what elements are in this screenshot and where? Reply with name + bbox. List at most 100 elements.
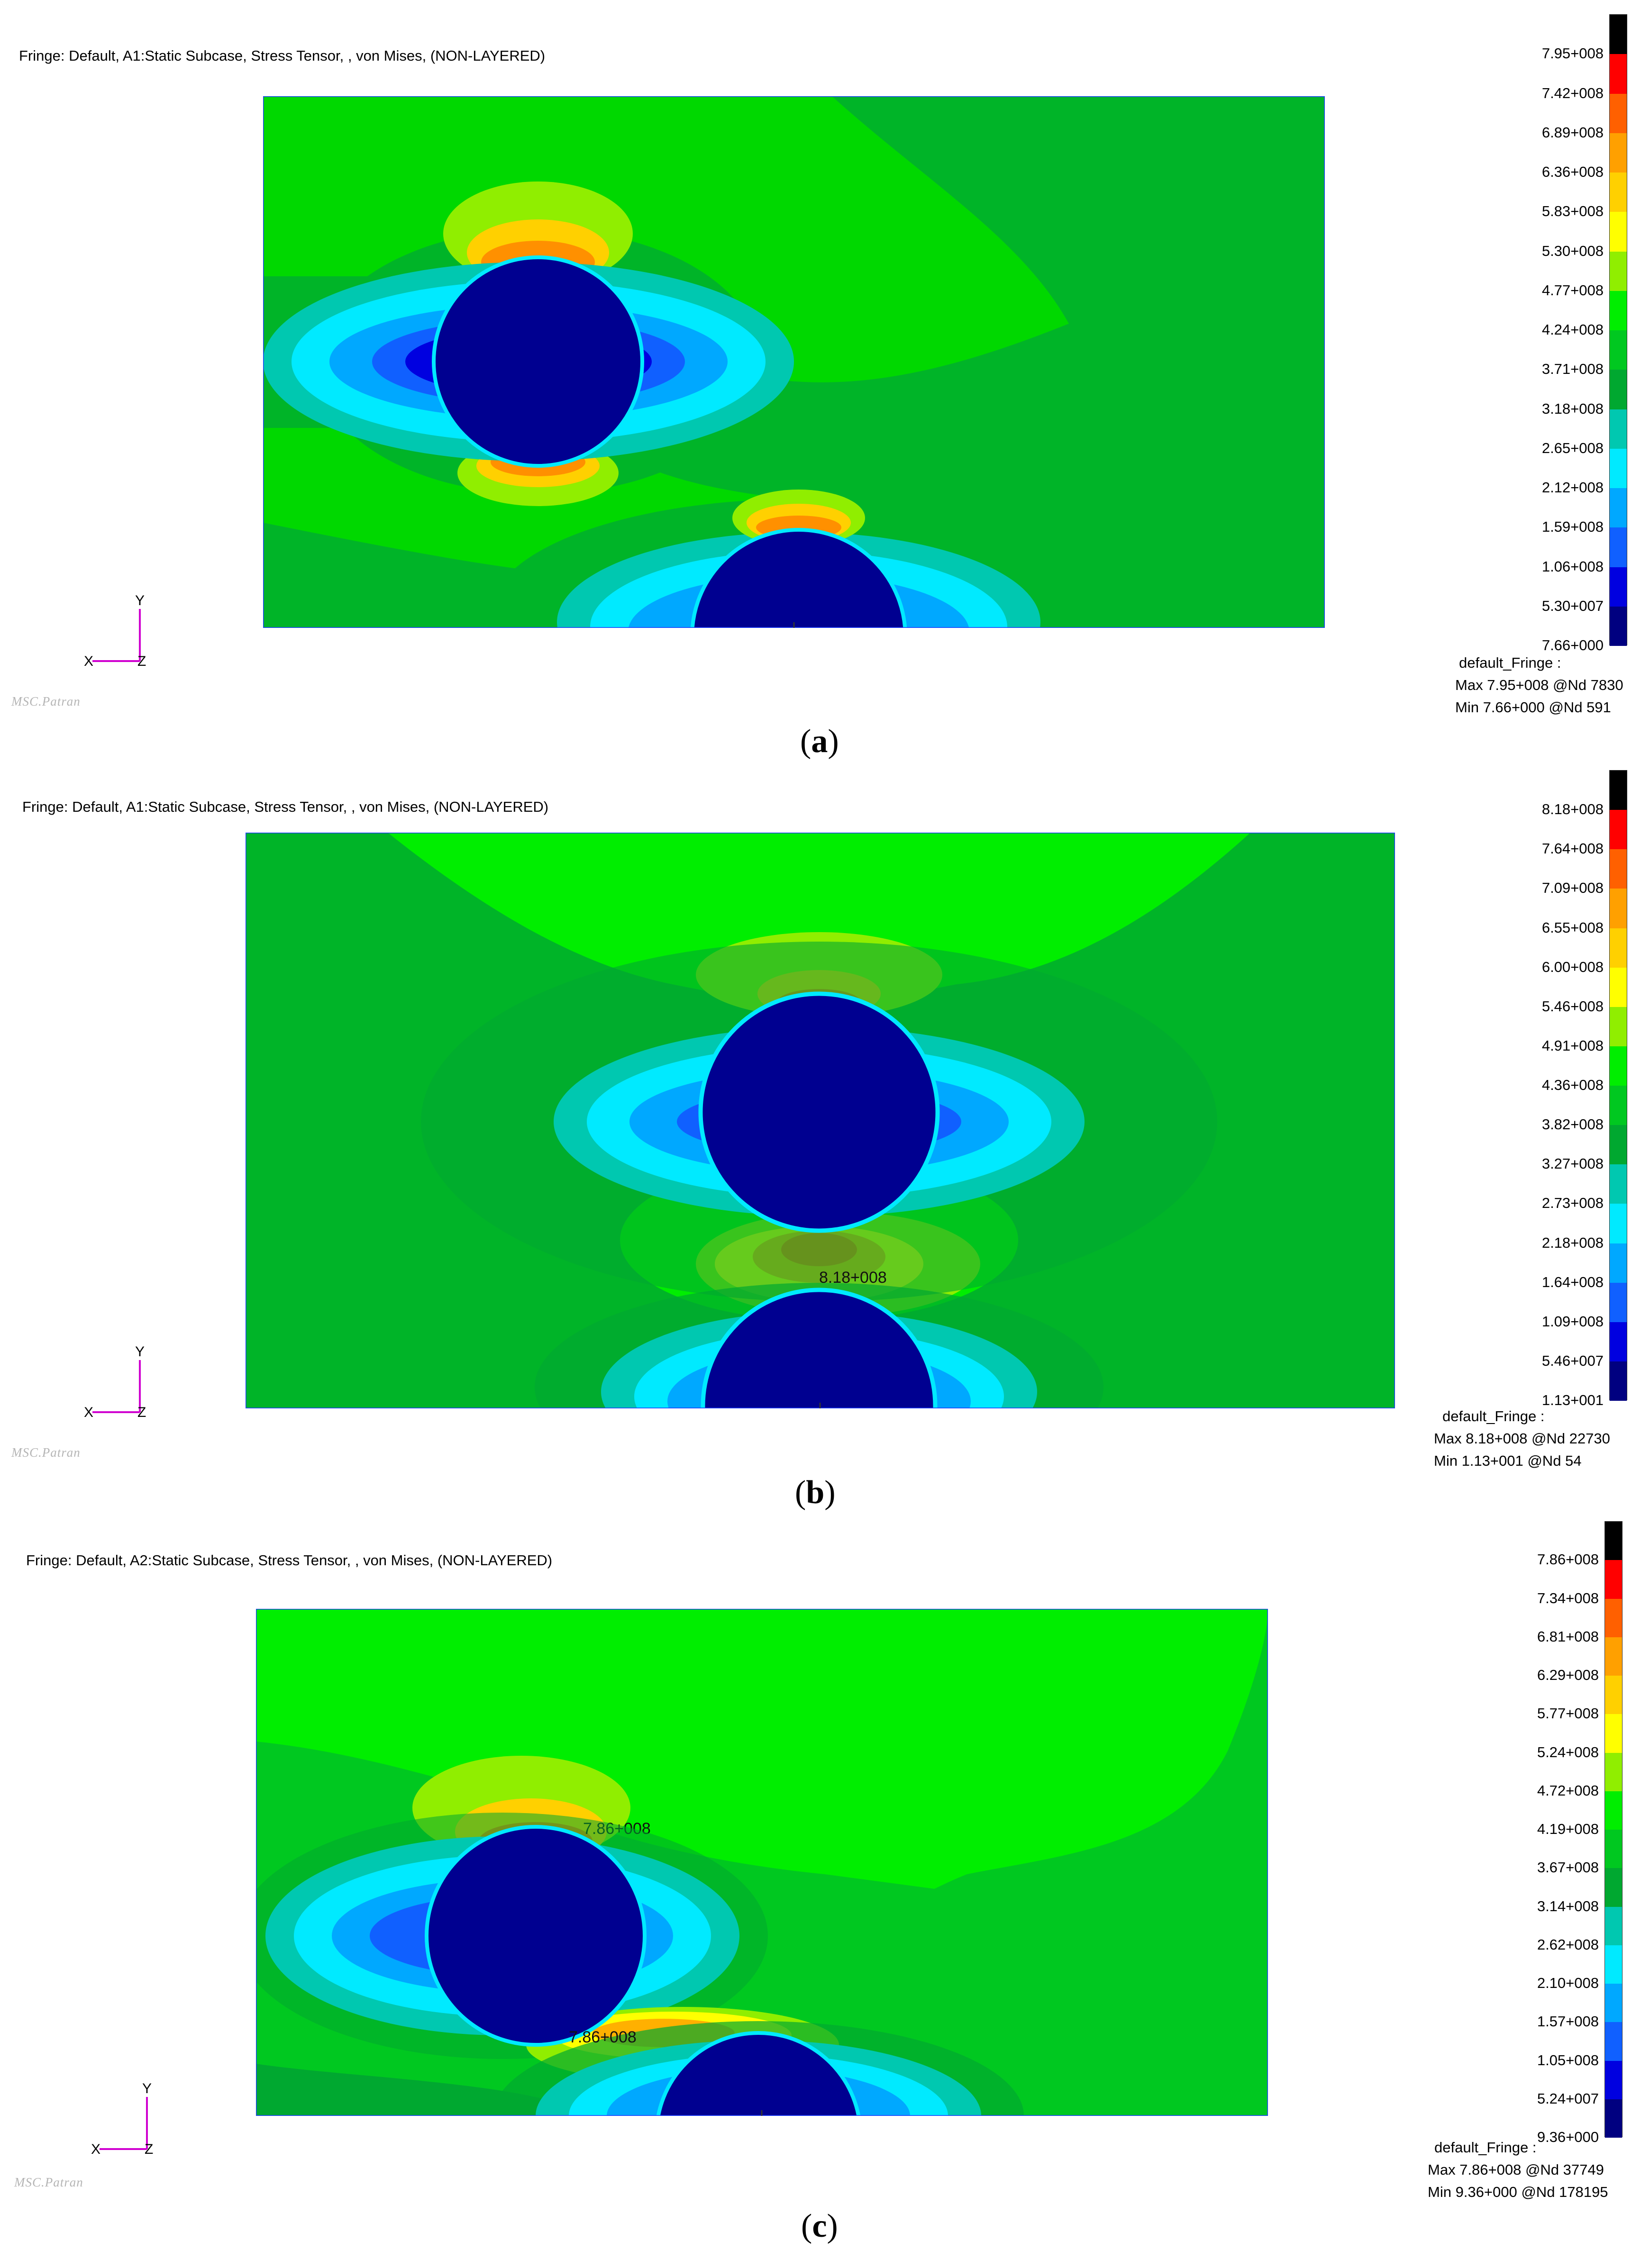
legend-swatch — [1610, 889, 1627, 928]
legend-swatch — [1605, 1522, 1622, 1560]
legend-swatch — [1610, 1086, 1627, 1125]
legend-swatch — [1610, 212, 1627, 252]
stats-min: Min 7.66+000 @Nd 591 — [1455, 699, 1611, 716]
legend-tick-label: 2.18+008 — [1541, 1234, 1604, 1251]
color-legend-bar — [1609, 770, 1627, 1401]
legend-swatch — [1610, 1007, 1627, 1046]
fringe-title: Fringe: Default, A1:Static Subcase, Stre… — [19, 47, 546, 64]
color-legend-bar — [1605, 1521, 1623, 2138]
legend-swatch — [1610, 1046, 1627, 1086]
legend-swatch — [1610, 93, 1627, 133]
legend-swatch — [1610, 251, 1627, 291]
legend-swatch — [1610, 15, 1627, 54]
fringe-stats: default_Fringe : Max 8.18+008 @Nd 22730 … — [1434, 1405, 1610, 1472]
legend-swatch — [1610, 1282, 1627, 1322]
legend-tick-label: 4.24+008 — [1541, 321, 1604, 338]
caption-b: (b) — [795, 1474, 836, 1511]
legend-swatch — [1605, 2099, 1622, 2138]
legend-tick-label: 5.24+007 — [1537, 2090, 1599, 2107]
caption-c: (c) — [801, 2208, 838, 2244]
legend-swatch — [1610, 1243, 1627, 1283]
legend-swatch — [1610, 849, 1627, 889]
legend-swatch — [1610, 1361, 1627, 1401]
legend-tick-label: 7.66+000 — [1541, 637, 1604, 653]
legend-swatch — [1610, 448, 1627, 488]
legend-tick-label: 6.36+008 — [1541, 163, 1604, 180]
legend-swatch — [1610, 527, 1627, 567]
annotation-max: 8.18+008 — [819, 1269, 887, 1287]
coordinate-triad: Y X Z — [90, 2081, 166, 2157]
patran-logo: MSC.Patran — [11, 1445, 81, 1460]
legend-tick-label: 7.09+008 — [1541, 880, 1604, 897]
stats-min: Min 9.36+000 @Nd 178195 — [1428, 2184, 1608, 2200]
caption-a: (a) — [800, 723, 839, 760]
axis-x-label: X — [84, 653, 93, 666]
legend-tick-label: 4.19+008 — [1537, 1821, 1599, 1837]
legend-tick-label: 5.30+007 — [1541, 597, 1604, 614]
legend-tick-label: 2.62+008 — [1537, 1936, 1599, 1953]
stress-contour-plot — [263, 96, 1325, 628]
legend-tick-label: 3.67+008 — [1537, 1859, 1599, 1876]
legend-tick-label: 3.71+008 — [1541, 361, 1604, 378]
legend-swatch — [1610, 409, 1627, 449]
coordinate-triad: Y X Z — [83, 593, 159, 669]
legend-tick-label: 3.18+008 — [1541, 400, 1604, 417]
legend-tick-label: 1.05+008 — [1537, 2051, 1599, 2068]
legend-tick-label: 6.89+008 — [1541, 124, 1604, 141]
legend-tick-label: 1.06+008 — [1541, 558, 1604, 575]
legend-tick-label: 2.10+008 — [1537, 1975, 1599, 1991]
legend-tick-label: 7.64+008 — [1541, 840, 1604, 857]
coordinate-triad: Y X Z — [83, 1344, 159, 1420]
panel-b: Fringe: Default, A1:Static Subcase, Stre… — [0, 753, 1641, 1521]
axis-y-label: Y — [135, 595, 145, 608]
legend-swatch — [1605, 1906, 1622, 1945]
patran-logo: MSC.Patran — [14, 2175, 83, 2189]
legend-tick-label: 4.77+008 — [1541, 281, 1604, 299]
legend-tick-label: 5.77+008 — [1537, 1705, 1599, 1722]
legend-swatch — [1610, 290, 1627, 330]
stats-title: default_Fringe : — [1434, 2139, 1537, 2156]
legend-tick-label: 3.14+008 — [1537, 1897, 1599, 1914]
axis-z-label: Z — [137, 1405, 146, 1417]
stats-max: Max 8.18+008 @Nd 22730 — [1434, 1430, 1610, 1447]
legend-tick-label: 1.64+008 — [1541, 1273, 1604, 1290]
annotation-max-bottom: 7.86+008 — [569, 2028, 637, 2046]
legend-swatch — [1610, 1204, 1627, 1243]
legend-swatch — [1610, 330, 1627, 370]
legend-tick-label: 6.55+008 — [1541, 919, 1604, 936]
legend-swatch — [1610, 606, 1627, 646]
legend-tick-label: 4.36+008 — [1541, 1077, 1604, 1093]
legend-swatch — [1605, 2060, 1622, 2099]
axis-z-label: Z — [145, 2141, 153, 2154]
legend-tick-label: 7.42+008 — [1541, 84, 1604, 101]
legend-swatch — [1610, 488, 1627, 528]
axis-y-label: Y — [135, 1346, 145, 1360]
legend-swatch — [1610, 567, 1627, 607]
legend-tick-label: 2.73+008 — [1541, 1195, 1604, 1212]
legend-swatch — [1610, 1125, 1627, 1165]
axis-z-label: Z — [137, 653, 146, 666]
stress-contour-plot: 8.18+008 — [246, 833, 1395, 1408]
legend-tick-label: 5.30+008 — [1541, 242, 1604, 259]
fringe-title: Fringe: Default, A2:Static Subcase, Stre… — [26, 1552, 553, 1569]
legend-swatch — [1605, 1791, 1622, 1830]
legend-swatch — [1610, 810, 1627, 850]
fringe-stats: default_Fringe : Max 7.86+008 @Nd 37749 … — [1428, 2136, 1608, 2203]
legend-tick-label: 8.18+008 — [1541, 801, 1604, 818]
axis-y-label: Y — [142, 2083, 152, 2096]
legend-tick-label: 1.57+008 — [1537, 2013, 1599, 2030]
legend-swatch — [1610, 133, 1627, 172]
axis-x-label: X — [84, 1405, 93, 1417]
legend-swatch — [1605, 1830, 1622, 1869]
legend-tick-label: 7.95+008 — [1541, 45, 1604, 62]
legend-tick-label: 5.46+007 — [1541, 1352, 1604, 1369]
legend-swatch — [1610, 928, 1627, 968]
panel-c: Fringe: Default, A2:Static Subcase, Stre… — [0, 1507, 1641, 2268]
legend-swatch — [1610, 54, 1627, 94]
legend-tick-label: 6.00+008 — [1541, 958, 1604, 975]
legend-tick-label: 9.36+000 — [1537, 2129, 1599, 2145]
legend-swatch — [1605, 1714, 1622, 1753]
legend-tick-label: 7.34+008 — [1537, 1589, 1599, 1606]
legend-swatch — [1605, 1868, 1622, 1907]
legend-tick-label: 1.13+001 — [1541, 1392, 1604, 1408]
